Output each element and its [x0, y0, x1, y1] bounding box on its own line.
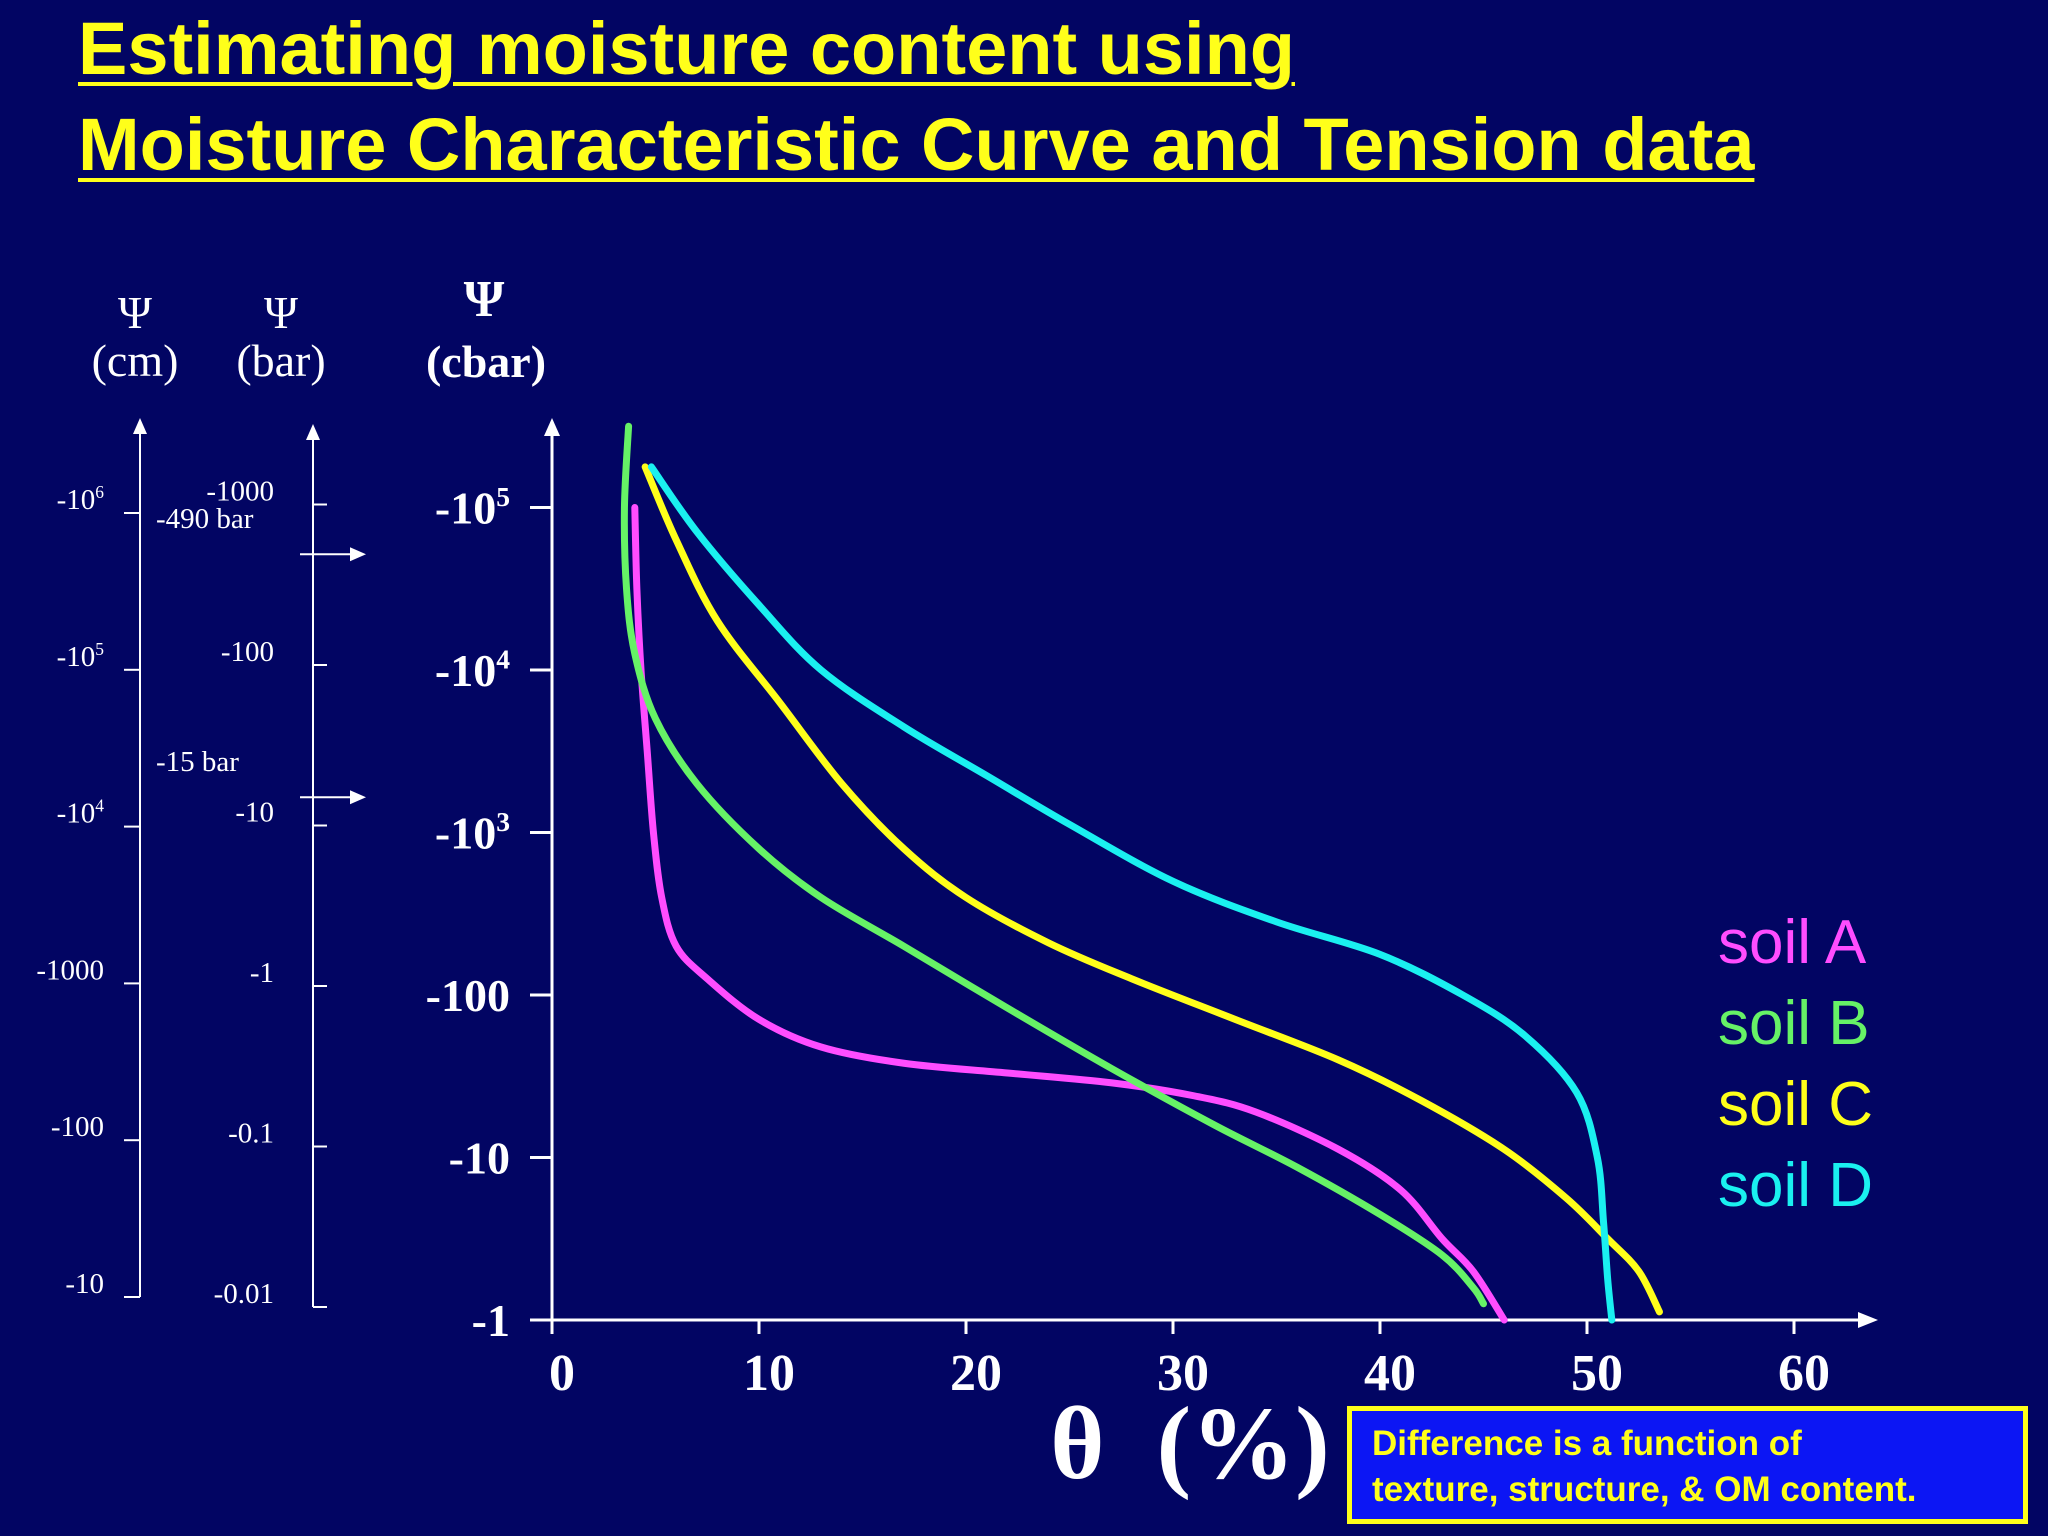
x-tick-label: 50: [1571, 1345, 1623, 1402]
secondary-tick-label: -0.1: [228, 1118, 274, 1150]
secondary-tick-label: -1000: [36, 954, 104, 986]
secondary-axis-label-symbol: Ψ: [264, 287, 298, 338]
y-tick-label: -103: [435, 806, 510, 858]
note-line-2: texture, structure, & OM content.: [1372, 1469, 1917, 1509]
y-tick-label: -100: [426, 970, 510, 1021]
note-box: Difference is a function of texture, str…: [1347, 1406, 2028, 1524]
y-tick-label: -104: [435, 644, 510, 696]
secondary-tick-label: -105: [57, 639, 105, 673]
legend-entry: soil C: [1718, 1070, 1873, 1139]
secondary-axis-arrow: [133, 418, 147, 434]
secondary-tick-label: -100: [221, 636, 274, 668]
secondary-tick-label: -1000: [206, 476, 274, 508]
series-line-soil-d: [647, 463, 1616, 1324]
x-tick-label: 40: [1364, 1345, 1416, 1402]
series-line-soil-c: [641, 463, 1663, 1316]
legend-entry: soil B: [1718, 989, 1870, 1058]
legend-entry: soil D: [1718, 1151, 1873, 1220]
secondary-tick-label: -10: [65, 1268, 104, 1300]
y-tick-label: -1: [472, 1295, 510, 1346]
x-tick-label: 10: [743, 1345, 795, 1402]
annotation-label: -490 bar: [156, 503, 254, 535]
secondary-tick-label: -0.01: [214, 1278, 274, 1310]
x-axis-arrow: [1858, 1312, 1878, 1328]
x-tick-label: 60: [1778, 1345, 1830, 1402]
secondary-tick-label: -1: [250, 957, 274, 989]
series-line-soil-b: [620, 422, 1487, 1308]
legend-entry: soil A: [1718, 908, 1867, 977]
x-tick-label: 30: [1157, 1345, 1209, 1402]
y-tick-label: -10: [449, 1133, 510, 1184]
secondary-axis-label-unit: (bar): [236, 335, 325, 386]
x-tick-label: 0: [549, 1345, 575, 1402]
title-line-2: Moisture Characteristic Curve and Tensio…: [78, 103, 1755, 186]
secondary-tick-label: -100: [51, 1111, 104, 1143]
secondary-axis-arrow: [306, 424, 320, 440]
secondary-tick-label: -106: [57, 482, 105, 516]
annotation-arrow-head: [350, 547, 366, 562]
x-axis-label: θ (%): [1050, 1386, 1330, 1501]
x-tick-label: 20: [950, 1345, 1002, 1402]
annotation-arrow-head: [350, 790, 366, 805]
secondary-axis-label-unit: (cm): [92, 335, 179, 386]
y-axis-arrow: [544, 418, 560, 436]
series-line-soil-a: [631, 504, 1508, 1324]
secondary-axis-label-symbol: Ψ: [118, 287, 152, 338]
y-tick-label: -105: [435, 481, 510, 533]
note-line-1: Difference is a function of: [1372, 1424, 1802, 1463]
y-axis-label-unit: (cbar): [426, 336, 546, 387]
annotation-label: -15 bar: [156, 746, 239, 778]
y-axis-label-symbol: Ψ: [464, 271, 505, 328]
title-line-1: Estimating moisture content using: [78, 7, 1295, 90]
secondary-tick-label: -10: [235, 797, 274, 829]
secondary-tick-label: -104: [57, 796, 105, 830]
